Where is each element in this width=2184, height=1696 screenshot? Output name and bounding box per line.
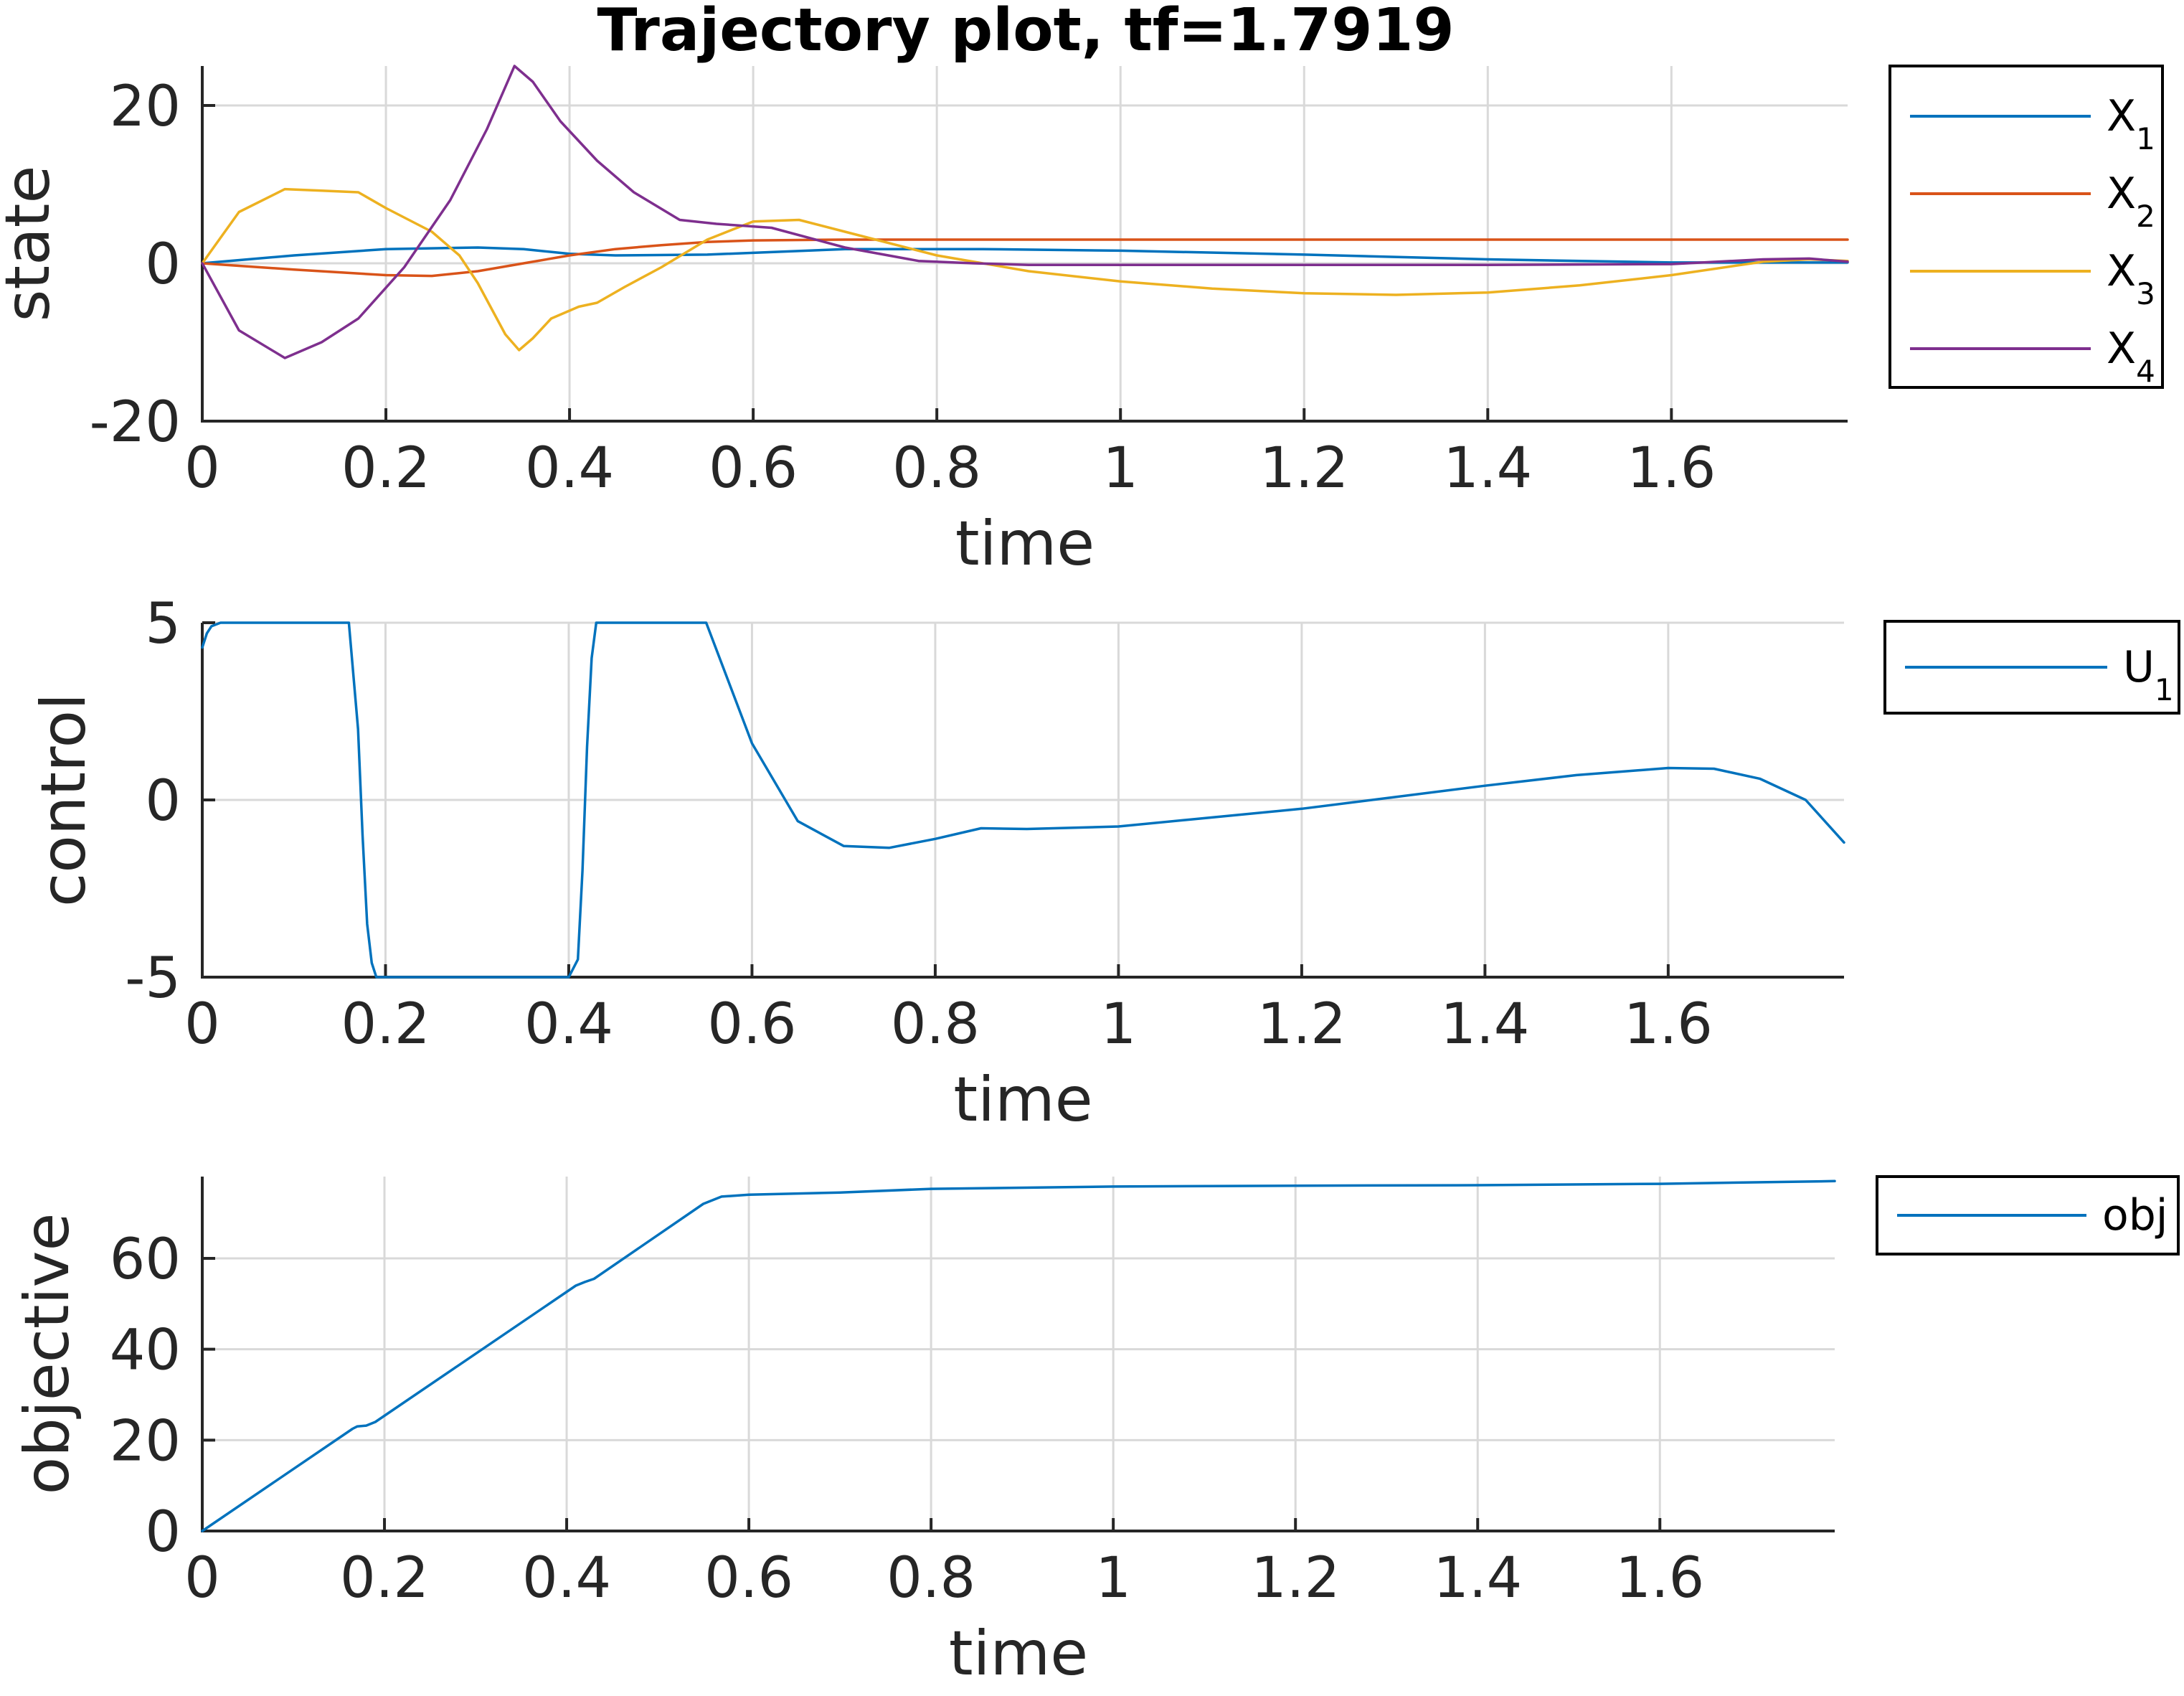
x-tick-label: 1.6 [1615,1546,1704,1611]
x-tick-label: 1.4 [1443,436,1532,501]
axis-lines [201,66,1848,423]
y-tick-label: 20 [110,75,181,139]
x-tick-label: 0 [184,436,220,501]
y-tick-label: 40 [110,1319,181,1383]
x-tick-label: 1 [1101,992,1137,1057]
x-tick-label: 0.4 [524,992,613,1057]
y-tick-label: 0 [145,769,181,834]
x-tick-label: 0 [184,992,220,1057]
x-axis-label: time [953,1064,1092,1136]
x-tick-label: 1.2 [1257,992,1346,1057]
x-axis-label: time [949,1618,1088,1690]
legend-subscript: 2 [2136,199,2155,234]
x-tick-label: 1.6 [1624,992,1713,1057]
x-tick-label: 1.6 [1627,436,1716,501]
y-tick-label: 0 [145,232,181,297]
legend-subscript: 3 [2136,276,2155,311]
series-line-x3 [201,187,1849,352]
legend-subscript: 1 [2136,121,2155,156]
x-tick-label: 0.6 [707,992,796,1057]
legend: obj [1876,1175,2180,1255]
x-tick-label: 0.4 [525,436,614,501]
x-tick-label: 0.8 [891,992,980,1057]
panel-objective: 0 0.2 0.4 0.6 0.8 1 1.2 1.4 1.6 0 20 40 60 time object… [11,1175,2180,1690]
panel-state: 0 0.2 0.4 0.6 0.8 1 1.2 1.4 1.6-20020timestateX1… [0,65,2164,580]
axis-lines [201,1177,1835,1532]
y-axis-label: state [0,166,64,322]
x-tick-label: 1 [1095,1546,1131,1611]
x-tick-label: 0.2 [341,992,430,1057]
x-tick-label: 0.4 [522,1546,611,1611]
series-line-x4 [201,65,1849,359]
series-line-u1 [201,621,1845,979]
series-line-x1 [201,246,1849,265]
x-tick-label: 0.2 [340,1546,429,1611]
y-tick-label: 5 [145,592,181,656]
y-tick-label: 20 [110,1409,181,1474]
x-tick-label: 1.2 [1251,1546,1340,1611]
x-tick-label: 0.8 [887,1546,975,1611]
legend-subscript: 1 [2155,672,2174,707]
x-axis-label: time [955,508,1095,580]
x-tick-label: 1.4 [1433,1546,1522,1611]
x-tick-label: 1.4 [1440,992,1529,1057]
x-tick-label: 0.6 [704,1546,793,1611]
series-line-obj [201,1179,1836,1532]
x-tick-label: 1.2 [1259,436,1348,501]
x-tick-label: 0.2 [341,436,430,501]
legend: U1 [1883,620,2180,715]
y-tick-label: 0 [145,1500,181,1565]
y-axis-label: objective [11,1213,83,1495]
x-tick-label: 0.8 [892,436,981,501]
legend-subscript: 4 [2136,354,2155,389]
x-tick-label: 1 [1102,436,1138,501]
series-line-x2 [201,238,1849,278]
y-tick-label: -5 [125,946,181,1011]
y-axis-label: control [28,693,100,907]
y-tick-label: -20 [90,390,181,455]
y-tick-label: 60 [110,1228,181,1292]
chart-title: Trajectory plot, tf=1.7919 [597,0,1454,65]
legend-entry: obj [2102,1190,2168,1240]
x-tick-label: 0.6 [709,436,798,501]
legend-box [1888,65,2164,389]
x-tick-label: 0 [184,1546,220,1611]
